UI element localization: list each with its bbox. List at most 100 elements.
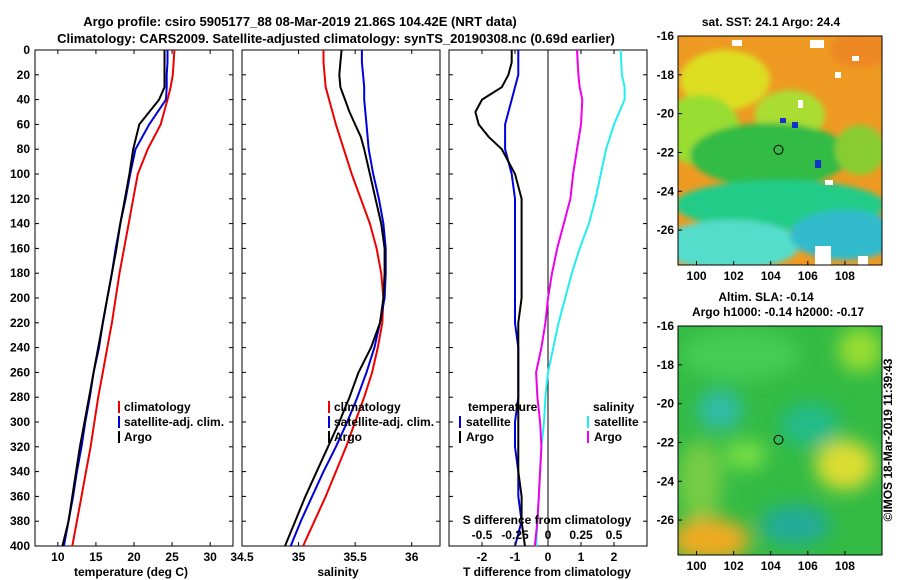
map-lat-label: -24 xyxy=(657,474,675,488)
depth-tick-label: 80 xyxy=(17,142,31,156)
depth-tick-label: 300 xyxy=(10,415,30,429)
x-axis-ticks: 10 15 20 25 30 34.5 35 35.5 36 -2 -1 0 1 2 -0.5 -0.25 0 0… xyxy=(51,50,623,564)
depth-tick-label: 60 xyxy=(17,117,31,131)
legend-argo: Argo xyxy=(124,430,152,444)
map-lat-label: -26 xyxy=(657,223,675,237)
title-line-1: Argo profile: csiro 5905177_88 08-Mar-20… xyxy=(83,14,517,29)
x-tick-label: 20 xyxy=(127,550,141,564)
map-lat-label: -20 xyxy=(657,397,675,411)
depth-tick-label: 0 xyxy=(23,43,30,57)
legend-salinity-heading: salinity xyxy=(593,400,635,414)
depth-tick-label: 140 xyxy=(10,217,30,231)
series-line-t-argo xyxy=(474,50,526,546)
map-lon-label: 102 xyxy=(724,559,744,573)
legend-temperature-heading: temperature xyxy=(468,400,538,414)
difference-lines xyxy=(474,49,626,546)
legend-climatology: climatology xyxy=(334,400,401,414)
map-lat-label: -18 xyxy=(657,68,675,82)
depth-tick-label: 40 xyxy=(17,93,31,107)
t-difference-xlabel: T difference from climatology xyxy=(463,565,631,579)
sla-field xyxy=(678,328,882,555)
temperature-legend: climatology satellite-adj. clim. Argo xyxy=(118,400,224,444)
sst-map-title: sat. SST: 24.1 Argo: 24.4 xyxy=(702,15,841,29)
depth-tick-label: 240 xyxy=(10,341,30,355)
legend-climatology: climatology xyxy=(124,400,191,414)
map-lat-label: -26 xyxy=(657,513,675,527)
depth-axis: 0 20 40 60 80 100 120 140 160 180 200 220 240 260 280 3… xyxy=(10,43,647,553)
x-tick-label: 1 xyxy=(578,550,585,564)
map-lon-label: 104 xyxy=(761,269,781,283)
depth-tick-label: 20 xyxy=(17,68,31,82)
map-lat-label: -24 xyxy=(657,184,675,198)
series-line-argo xyxy=(61,50,166,546)
x-tick-label: 35.5 xyxy=(343,550,367,564)
imos-credit: ©IMOS 18-Mar-2019 11:39:43 xyxy=(881,358,895,521)
depth-tick-label: 360 xyxy=(10,489,30,503)
s-difference-tick-label: 0.5 xyxy=(606,528,623,542)
series-line-argo xyxy=(284,49,386,546)
depth-tick-label: 120 xyxy=(10,192,30,206)
legend-s-argo: Argo xyxy=(594,430,622,444)
map-lat-label: -18 xyxy=(657,358,675,372)
series-line-climatology xyxy=(71,49,176,546)
depth-tick-label: 400 xyxy=(10,539,30,553)
map-lat-label: -20 xyxy=(657,107,675,121)
depth-tick-label: 280 xyxy=(10,390,30,404)
x-tick-label: 25 xyxy=(165,550,179,564)
legend-argo: Argo xyxy=(334,430,362,444)
legend-satellite: satellite-adj. clim. xyxy=(124,415,224,429)
series-line-s-argo xyxy=(533,49,584,546)
sst-argo-location-marker xyxy=(773,144,784,155)
temperature-panel xyxy=(34,49,234,547)
map-lat-label: -16 xyxy=(657,319,675,333)
sst-map xyxy=(678,36,882,265)
sla-argo-location-marker xyxy=(773,434,784,445)
sst-map-ticks: 100 102 104 106 108 -16 -18 -20 -22 -24 -26 xyxy=(657,29,856,283)
x-tick-label: 0 xyxy=(545,550,552,564)
x-tick-label: 2 xyxy=(611,550,618,564)
map-lon-label: 108 xyxy=(835,269,855,283)
map-lon-label: 104 xyxy=(761,559,781,573)
map-lon-label: 108 xyxy=(835,559,855,573)
legend-t-argo: Argo xyxy=(466,430,494,444)
legend-s-satellite: satellite xyxy=(594,415,639,429)
sla-map-frame xyxy=(677,325,883,556)
depth-tick-label: 180 xyxy=(10,266,30,280)
map-lon-label: 100 xyxy=(687,559,707,573)
map-lat-label: -16 xyxy=(657,29,675,43)
depth-tick-label: 200 xyxy=(10,291,30,305)
depth-tick-label: 100 xyxy=(10,167,30,181)
s-difference-tick-label: 0 xyxy=(545,528,552,542)
depth-tick-label: 320 xyxy=(10,440,30,454)
x-tick-label: -1 xyxy=(510,550,521,564)
legend-satellite: satellite-adj. clim. xyxy=(334,415,434,429)
x-tick-label: -2 xyxy=(477,550,488,564)
depth-tick-label: 160 xyxy=(10,241,30,255)
sst-field xyxy=(678,36,882,265)
salinity-legend: climatology satellite-adj. clim. Argo xyxy=(328,400,434,444)
series-line-t-satellite xyxy=(504,50,523,546)
x-tick-label: 15 xyxy=(89,550,103,564)
difference-legend: temperature satellite Argo salinity sate… xyxy=(459,400,639,444)
s-difference-tick-label: -0.5 xyxy=(472,528,493,542)
salinity-panel xyxy=(241,49,441,547)
map-lat-label: -22 xyxy=(657,435,675,449)
map-lon-label: 102 xyxy=(724,269,744,283)
map-lon-label: 106 xyxy=(798,269,818,283)
x-tick-label: 34.5 xyxy=(230,550,254,564)
map-lon-label: 100 xyxy=(687,269,707,283)
depth-tick-label: 220 xyxy=(10,316,30,330)
series-line-satellite-adj-clim- xyxy=(289,50,387,546)
title-line-2: Climatology: CARS2009. Satellite-adjuste… xyxy=(57,31,615,46)
depth-tick-label: 380 xyxy=(10,514,30,528)
s-difference-tick-label: 0.25 xyxy=(569,528,593,542)
sst-map-frame xyxy=(677,35,883,266)
x-tick-label: 36 xyxy=(405,550,419,564)
temperature-xlabel: temperature (deg C) xyxy=(74,565,188,579)
s-difference-tick-label: -0.25 xyxy=(501,528,529,542)
map-lat-label: -22 xyxy=(657,145,675,159)
x-tick-label: 10 xyxy=(51,550,65,564)
legend-t-satellite: satellite xyxy=(466,415,511,429)
x-tick-label: 30 xyxy=(203,550,217,564)
